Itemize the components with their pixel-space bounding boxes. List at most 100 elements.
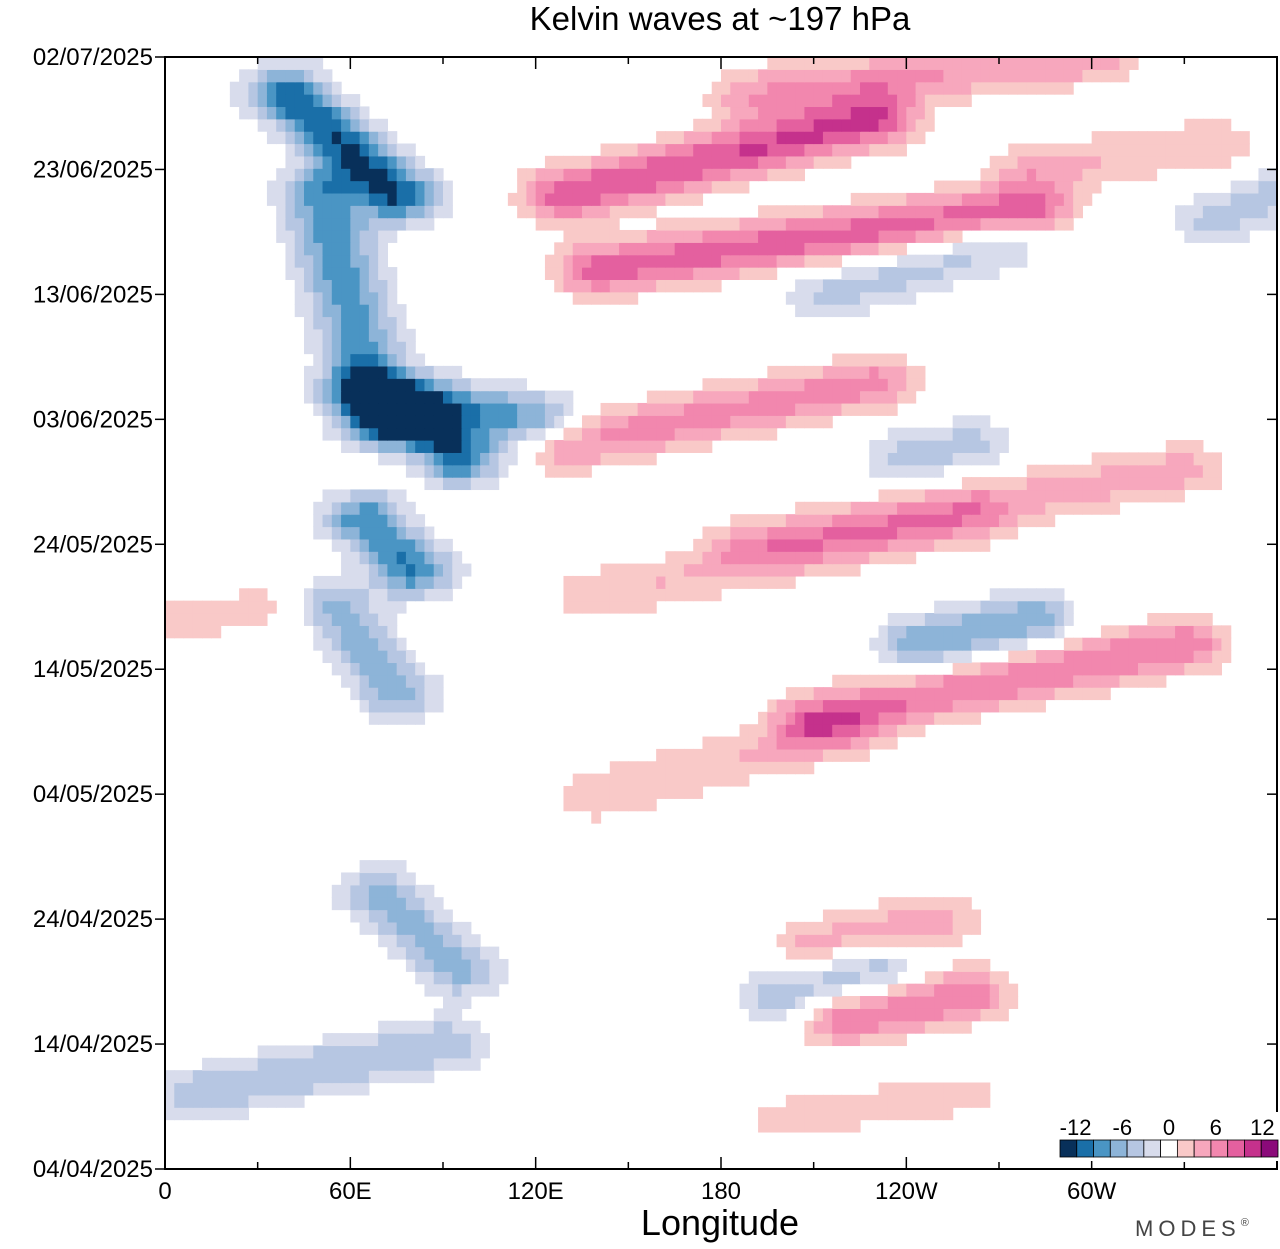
field-cell bbox=[1119, 477, 1130, 491]
field-cell bbox=[721, 415, 731, 429]
field-cell bbox=[841, 205, 852, 219]
field-cell bbox=[683, 551, 694, 565]
field-cell bbox=[785, 155, 796, 169]
field-cell bbox=[952, 637, 963, 651]
field-cell bbox=[378, 575, 388, 589]
field-cell bbox=[887, 958, 898, 972]
field-cell bbox=[776, 254, 787, 268]
field-cell bbox=[758, 1107, 768, 1121]
field-cell bbox=[850, 1119, 861, 1133]
field-cell bbox=[980, 452, 991, 466]
field-cell bbox=[544, 415, 555, 429]
field-cell bbox=[702, 427, 713, 441]
field-cell bbox=[860, 1033, 870, 1047]
field-cell bbox=[897, 489, 907, 503]
field-cell bbox=[304, 217, 314, 231]
field-cell bbox=[952, 996, 963, 1009]
field-cell bbox=[350, 613, 361, 626]
field-cell bbox=[554, 217, 565, 231]
field-cell bbox=[350, 180, 361, 194]
field-cell bbox=[387, 328, 398, 342]
field-cell bbox=[674, 588, 685, 602]
field-cell bbox=[887, 650, 898, 664]
field-cell bbox=[313, 81, 324, 95]
field-cell bbox=[322, 575, 333, 589]
field-cell bbox=[415, 538, 426, 552]
field-cell bbox=[804, 921, 815, 935]
field-cell bbox=[739, 773, 750, 787]
field-cell bbox=[433, 1057, 444, 1071]
field-cell bbox=[999, 674, 1009, 688]
field-cell bbox=[600, 402, 611, 416]
field-cell bbox=[1267, 205, 1277, 219]
field-cell bbox=[470, 934, 481, 948]
field-cell bbox=[850, 1094, 861, 1108]
field-cell bbox=[924, 625, 935, 639]
field-cell bbox=[850, 1033, 861, 1047]
field-cell bbox=[507, 427, 518, 441]
field-cell bbox=[730, 217, 741, 231]
field-cell bbox=[711, 180, 722, 194]
field-cell bbox=[1036, 600, 1046, 614]
field-cell bbox=[600, 291, 611, 305]
field-cell bbox=[758, 1119, 768, 1133]
field-cell bbox=[220, 1070, 231, 1084]
field-cell bbox=[387, 674, 398, 688]
field-cell bbox=[1175, 650, 1185, 664]
field-cell bbox=[341, 501, 351, 515]
field-cell bbox=[878, 736, 889, 750]
field-cell bbox=[841, 996, 852, 1009]
field-cell bbox=[304, 1045, 314, 1059]
field-cell bbox=[1128, 674, 1139, 688]
field-cell bbox=[572, 291, 583, 305]
field-cell bbox=[860, 748, 870, 762]
field-cell bbox=[924, 1020, 935, 1034]
field-cell bbox=[748, 143, 759, 157]
field-cell bbox=[619, 798, 629, 812]
field-cell bbox=[943, 267, 954, 280]
field-cell bbox=[628, 402, 639, 416]
field-cell bbox=[582, 291, 592, 305]
field-cell bbox=[572, 155, 583, 169]
field-cell bbox=[813, 538, 824, 552]
field-cell bbox=[480, 1033, 490, 1047]
field-cell bbox=[591, 279, 602, 293]
field-cell bbox=[869, 551, 880, 565]
field-cell bbox=[878, 81, 889, 95]
field-cell bbox=[906, 69, 917, 83]
field-cell bbox=[1193, 625, 1204, 639]
field-cell bbox=[1212, 118, 1222, 132]
field-cell bbox=[1008, 983, 1019, 997]
field-cell bbox=[646, 600, 657, 614]
field-cell bbox=[785, 365, 796, 379]
field-cell bbox=[860, 1107, 870, 1121]
field-cell bbox=[359, 662, 370, 676]
field-cell bbox=[748, 81, 759, 95]
field-cell bbox=[711, 378, 722, 392]
field-cell bbox=[498, 452, 509, 466]
field-cell bbox=[971, 180, 982, 194]
field-cell bbox=[600, 600, 611, 614]
field-cell bbox=[869, 971, 880, 985]
field-cell bbox=[220, 1057, 231, 1071]
field-cell bbox=[646, 155, 657, 169]
field-cell bbox=[572, 600, 583, 614]
field-cell bbox=[795, 748, 805, 762]
field-cell bbox=[489, 958, 500, 972]
field-cell bbox=[387, 526, 398, 540]
field-cell bbox=[202, 1107, 212, 1121]
field-cell bbox=[971, 514, 982, 528]
field-cell bbox=[924, 637, 935, 651]
field-cell bbox=[470, 427, 481, 441]
field-cell bbox=[1230, 143, 1241, 157]
field-cell bbox=[1212, 155, 1222, 169]
field-cell bbox=[517, 402, 527, 416]
colorbar-swatch bbox=[1227, 1139, 1245, 1158]
field-cell bbox=[396, 304, 407, 318]
field-cell bbox=[869, 452, 880, 466]
field-cell bbox=[739, 551, 750, 565]
field-cell bbox=[767, 563, 778, 577]
field-cell bbox=[989, 983, 1000, 997]
field-cell bbox=[711, 94, 722, 108]
field-cell bbox=[424, 909, 435, 923]
